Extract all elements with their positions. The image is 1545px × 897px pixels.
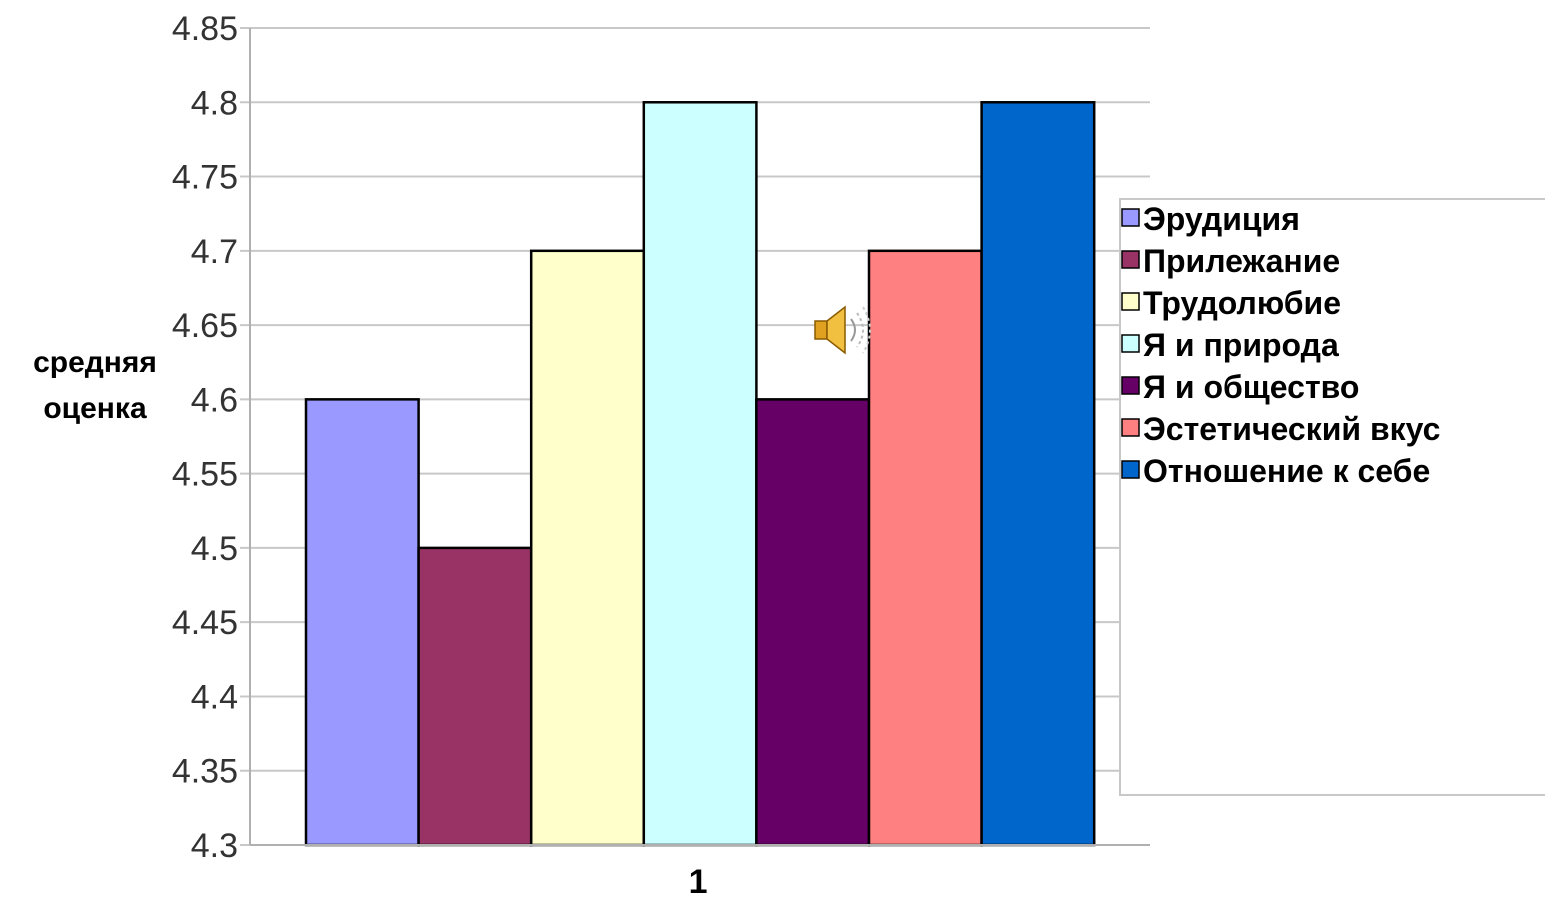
y-tick-label: 4.8 [191, 84, 238, 122]
legend-entry: Прилежание [1143, 243, 1340, 279]
legend-entry: Отношение к себе [1143, 453, 1430, 489]
y-axis-ticks: 4.3 4.35 4.4 4.45 4.5 4.55 4.6 4.65 4.7 4.75 4.8 4.… [172, 10, 238, 865]
y-tick-label: 4.4 [191, 678, 238, 716]
bar-7 [980, 101, 1096, 847]
y-tick-label: 4.85 [172, 10, 238, 48]
legend-entry: Эрудиция [1143, 201, 1300, 237]
legend-entry: Трудолюбие [1143, 285, 1341, 321]
legend-entry: Я и природа [1143, 327, 1339, 363]
bar-5 [755, 398, 871, 847]
bars [304, 101, 1096, 847]
y-tick-label: 4.55 [172, 456, 238, 494]
y-axis-label-line1: средняя [33, 346, 157, 379]
y-tick-label: 4.45 [172, 604, 238, 642]
y-tick-label: 4.65 [172, 307, 238, 345]
legend: Эрудиция Прилежание Трудолюбие Я и природа Я… [1119, 198, 1545, 796]
bar-6 [867, 249, 983, 847]
legend-entry: Я и общество [1143, 369, 1359, 405]
bar-3 [529, 249, 646, 847]
legend-swatch [1121, 418, 1140, 437]
legend-swatch [1121, 334, 1140, 353]
legend-entry: Эстетический вкус [1143, 411, 1440, 447]
speaker-icon[interactable] [814, 305, 871, 355]
legend-swatch [1121, 208, 1140, 227]
y-tick-label: 4.5 [191, 530, 238, 568]
legend-swatch [1121, 292, 1140, 311]
legend-swatch [1121, 250, 1140, 269]
legend-swatch [1121, 460, 1140, 479]
bar-2 [417, 546, 533, 847]
y-tick-label: 4.75 [172, 159, 238, 197]
bar-4 [642, 101, 758, 847]
legend-box [1119, 198, 1545, 796]
y-tick-label: 4.3 [191, 827, 238, 865]
legend-swatch [1121, 376, 1140, 395]
category-label: 1 [689, 863, 708, 897]
y-axis-label-line2: оценка [43, 392, 147, 425]
bar-1 [304, 398, 420, 847]
y-tick-label: 4.7 [191, 233, 238, 271]
y-tick-label: 4.35 [172, 753, 238, 791]
y-tick-label: 4.6 [191, 381, 238, 419]
